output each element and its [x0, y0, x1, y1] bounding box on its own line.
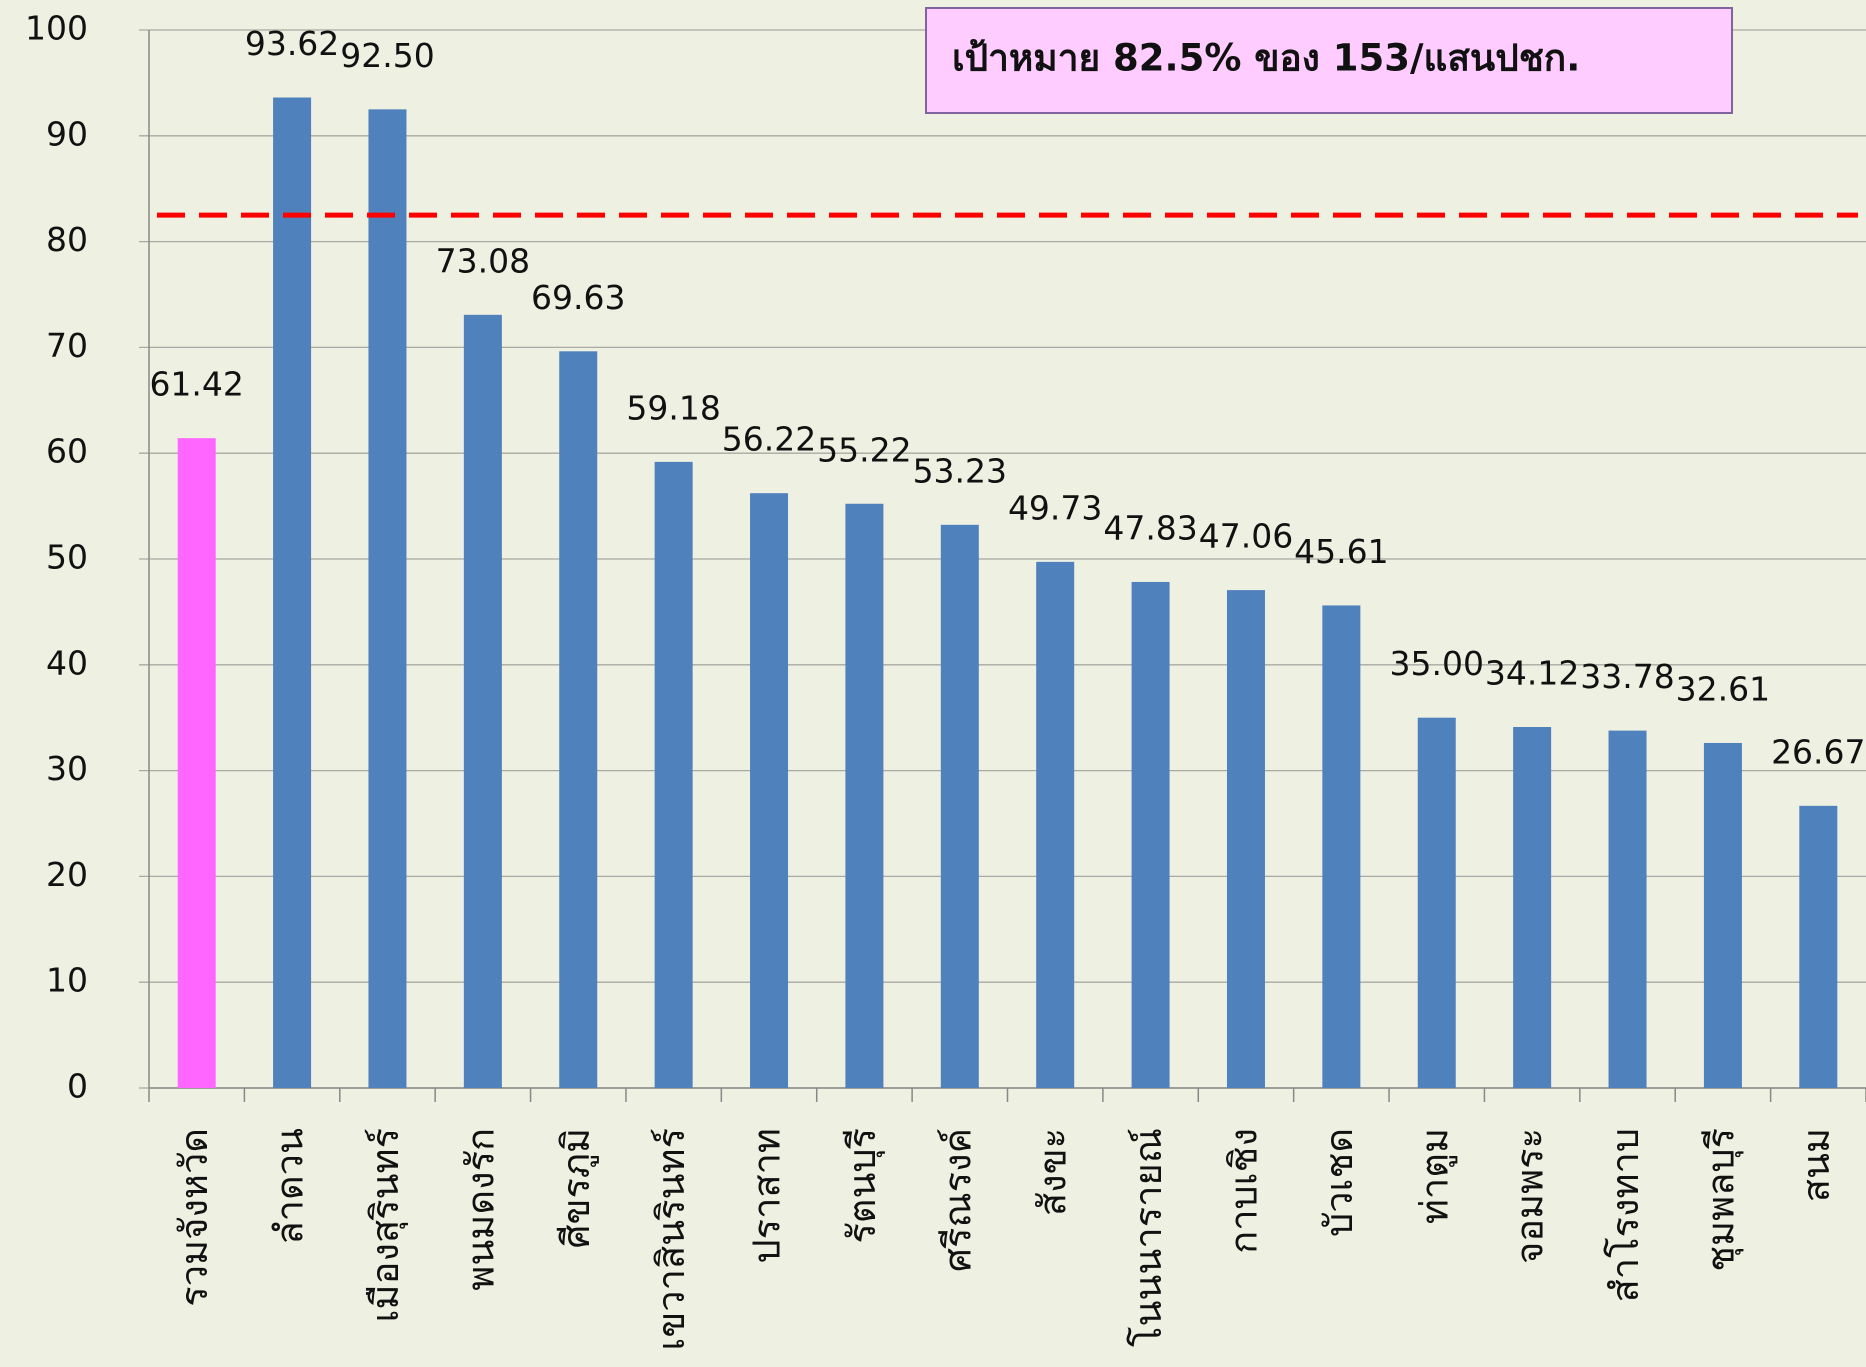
bar	[463, 314, 502, 1088]
x-tick-label: ชุมพลบุรี	[1698, 1128, 1743, 1272]
bar	[1608, 730, 1647, 1088]
y-tick-label: 60	[46, 432, 88, 471]
x-tick-label: จอมพระ	[1508, 1128, 1552, 1264]
x-tick-label: เมืองสุรินทร์	[363, 1128, 408, 1322]
y-tick-label: 20	[46, 855, 88, 894]
bar	[273, 97, 312, 1089]
x-tick-label: บัวเชด	[1317, 1128, 1361, 1237]
x-tick-label: สนม	[1794, 1128, 1838, 1202]
value-label: 45.61	[1294, 532, 1388, 571]
bar	[177, 438, 216, 1088]
bar	[1036, 561, 1075, 1088]
x-tick-label: กาบเชิง	[1221, 1128, 1265, 1254]
x-tick-label: โนนนารายณ์	[1126, 1128, 1170, 1347]
value-label: 73.08	[436, 241, 530, 280]
y-tick-label: 70	[46, 326, 88, 365]
bar	[1513, 727, 1552, 1088]
value-label: 93.62	[245, 24, 339, 63]
value-label: 92.50	[340, 36, 434, 75]
bar	[1703, 742, 1742, 1088]
bar	[1131, 581, 1170, 1088]
value-label: 53.23	[913, 451, 1007, 490]
bar	[940, 524, 979, 1088]
y-tick-label: 100	[25, 9, 88, 48]
annotation-box	[925, 7, 1733, 114]
value-label: 61.42	[149, 365, 243, 404]
value-label: 55.22	[817, 430, 911, 469]
value-label: 49.73	[1008, 488, 1102, 527]
bar	[1226, 590, 1265, 1088]
y-tick-label: 80	[46, 220, 88, 259]
y-tick-label: 10	[46, 961, 88, 1000]
x-tick-label: สำโรงทาบ	[1603, 1128, 1647, 1302]
x-tick-label: เขวาสินรินทร์	[649, 1128, 693, 1351]
value-label: 34.12	[1485, 654, 1579, 693]
y-tick-label: 50	[46, 538, 88, 577]
bar	[654, 461, 693, 1088]
value-label: 35.00	[1390, 644, 1484, 683]
value-label: 47.83	[1103, 508, 1197, 547]
x-tick-label: รัตนบุรี	[840, 1128, 885, 1244]
x-tick-label: ศรีณรงค์	[935, 1128, 979, 1272]
bar	[1322, 605, 1361, 1088]
x-tick-label: พนมดงรัก	[458, 1128, 502, 1291]
bar	[1799, 805, 1838, 1088]
value-label: 47.06	[1199, 517, 1293, 556]
x-tick-label: ลำดวน	[268, 1128, 312, 1245]
bar	[559, 351, 598, 1089]
value-label: 59.18	[626, 388, 720, 427]
x-tick-label: ท่าตูม	[1412, 1128, 1457, 1224]
x-tick-label: รวมจังหวัด	[172, 1128, 216, 1307]
value-label: 26.67	[1771, 732, 1865, 771]
value-label: 69.63	[531, 278, 625, 317]
y-tick-label: 90	[46, 114, 88, 153]
x-tick-label: สังขะ	[1031, 1128, 1075, 1216]
bar	[368, 109, 407, 1089]
y-tick-label: 40	[46, 643, 88, 682]
x-tick-label: ศีขรภูมิ	[554, 1128, 599, 1249]
bar	[750, 493, 789, 1089]
y-tick-label: 30	[46, 749, 88, 788]
value-label: 32.61	[1676, 669, 1770, 708]
bar	[845, 503, 884, 1088]
value-label: 56.22	[722, 420, 816, 459]
y-tick-label: 0	[67, 1067, 88, 1106]
annotation: เป้าหมาย 82.5% ของ 153/แสนปชก.	[952, 37, 1580, 80]
bar	[1417, 717, 1456, 1088]
x-tick-label: ปราสาท	[745, 1128, 789, 1263]
value-label: 33.78	[1580, 657, 1674, 696]
